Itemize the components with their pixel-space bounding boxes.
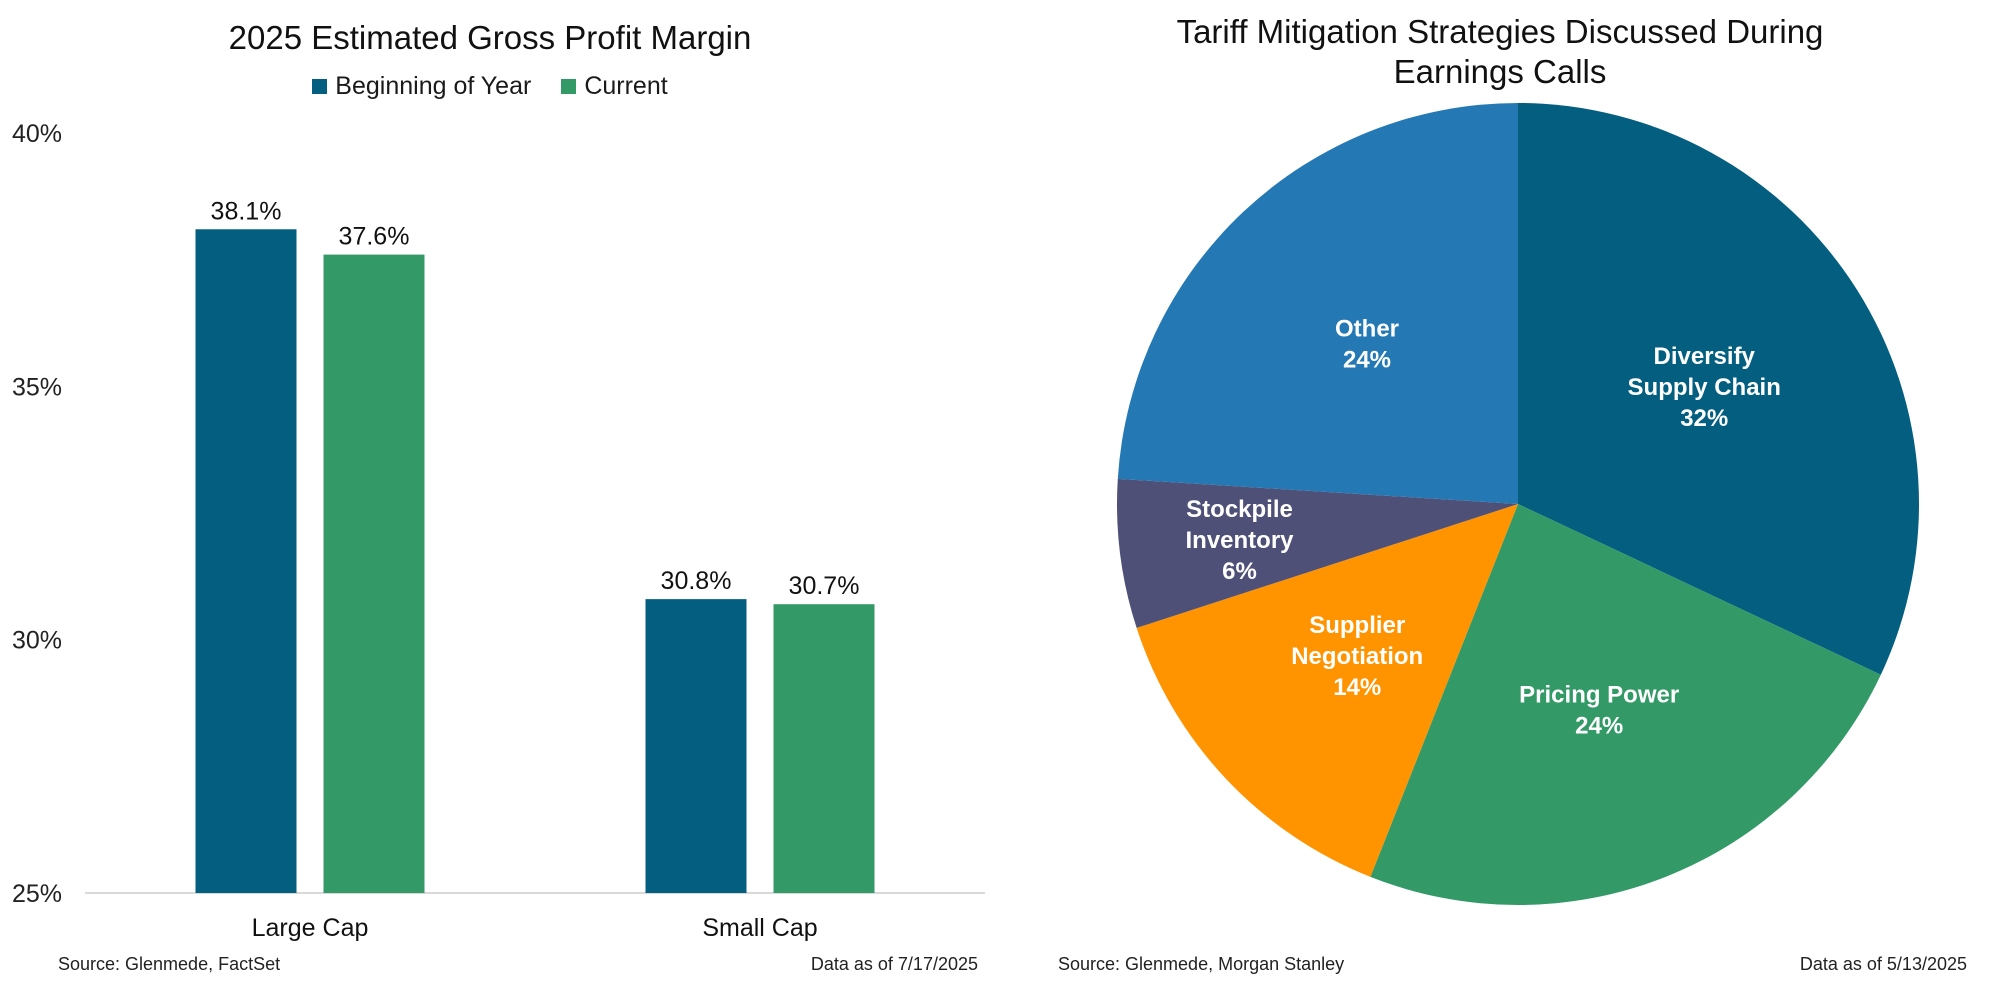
pie-slice-pricing-power [1370, 504, 1881, 905]
bar-chart-title: 2025 Estimated Gross Profit Margin [228, 19, 752, 56]
x-tick-label-small-cap: Small Cap [702, 914, 817, 942]
bar-large-cap-current [323, 254, 425, 894]
pie-chart-title: Tariff Mitigation Strategies Discussed D… [1176, 13, 1824, 90]
bar-chart-plot: 25% 30% 35% 40% 38.1% 37.6% Large Cap 30.8% 30.7… [12, 120, 985, 942]
bar-data-label: 38.1% [211, 197, 282, 225]
bar-data-label: 30.8% [661, 567, 732, 595]
bar-data-label: 37.6% [339, 223, 410, 251]
pie-chart-panel: Tariff Mitigation Strategies Discussed D… [1000, 0, 2000, 981]
pie-slice-other [1117, 103, 1518, 504]
pie-label-supplier-negotiation: Supplier Negotiation 14% [1291, 612, 1423, 701]
bar-chart-panel: 2025 Estimated Gross Profit Margin Begin… [0, 19, 985, 974]
bar-chart-legend: Beginning of Year Current [0, 72, 980, 101]
pie-chart-plot: Diversify Supply Chain 32% Pricing Power 24%… [1117, 103, 1919, 905]
bar-small-cap-current [773, 604, 875, 893]
y-tick-label: 35% [12, 373, 62, 401]
x-tick-label-large-cap: Large Cap [252, 914, 369, 942]
legend-label-beginning-of-year: Beginning of Year [335, 72, 532, 100]
legend-item-current: Current [561, 72, 668, 101]
bar-small-cap-beginning-of-year [645, 599, 747, 893]
pie-chart-source: Source: Glenmede, Morgan Stanley [1058, 954, 1345, 974]
pie-label-diversify-supply-chain: Diversify Supply Chain 32% [1628, 343, 1781, 432]
pie-slice-diversify-supply-chain [1518, 103, 1919, 675]
pie-label-pricing-power: Pricing Power 24% [1519, 682, 1679, 740]
legend-swatch-current [561, 79, 577, 94]
legend-item-beginning-of-year: Beginning of Year [312, 72, 531, 101]
pie-slice-supplier-negotiation [1136, 504, 1518, 877]
pie-label-other: Other 24% [1335, 316, 1399, 374]
bar-chart-data-date: Data as of 7/17/2025 [810, 954, 978, 974]
y-tick-label: 25% [12, 880, 62, 908]
pie-label-stockpile-inventory: Stockpile Inventory 6% [1185, 496, 1294, 585]
bar-data-label: 30.7% [789, 572, 860, 600]
pie-chart-data-date: Data as of 5/13/2025 [1799, 954, 1967, 974]
y-tick-label: 40% [12, 120, 62, 148]
y-tick-label: 30% [12, 627, 62, 655]
bar-chart-source: Source: Glenmede, FactSet [58, 954, 281, 974]
bar-large-cap-beginning-of-year [195, 229, 297, 893]
pie-slice-stockpile-inventory [1117, 478, 1518, 628]
legend-swatch-beginning-of-year [312, 79, 328, 94]
legend-label-current: Current [584, 72, 668, 100]
